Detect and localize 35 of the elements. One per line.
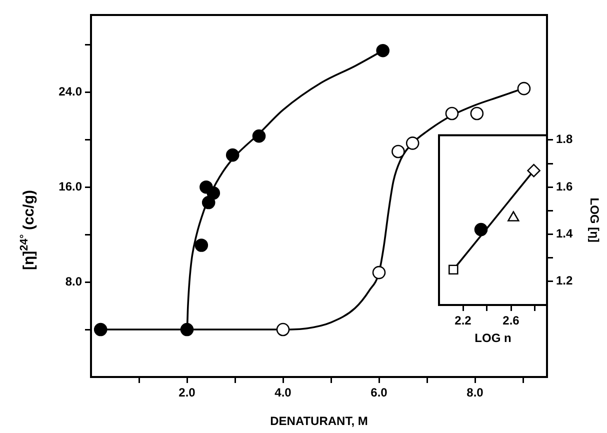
y2-tick-label: 1.4 xyxy=(556,226,574,241)
y2-tick-label: 1.2 xyxy=(556,274,574,288)
point xyxy=(194,238,208,252)
x-tick-label: 2.2 xyxy=(454,314,472,328)
x-tick-label: 2.0 xyxy=(178,386,196,400)
x-axis-title: DENATURANT, M xyxy=(270,414,368,428)
point xyxy=(392,144,405,158)
point xyxy=(376,44,390,58)
y-tick-label: 16.0 xyxy=(58,179,82,194)
point xyxy=(180,322,194,336)
x-axis-title: LOG n xyxy=(474,331,512,346)
point xyxy=(445,106,459,120)
point xyxy=(474,222,488,236)
point xyxy=(94,322,108,336)
point xyxy=(470,106,484,120)
point xyxy=(202,196,216,210)
x-tick-label: 6.0 xyxy=(370,386,388,400)
y-tick-label: 8.0 xyxy=(65,274,82,288)
y-tick-label: 24.0 xyxy=(58,84,82,98)
point xyxy=(406,136,420,150)
point xyxy=(508,211,520,222)
x-tick-label: 8.0 xyxy=(466,386,484,400)
x-tick-label: 2.6 xyxy=(502,314,520,328)
point xyxy=(527,164,540,178)
y2-tick-label: 1.8 xyxy=(556,132,574,146)
point xyxy=(372,266,386,280)
point xyxy=(517,82,531,96)
point xyxy=(252,129,266,143)
x-tick-label: 4.0 xyxy=(274,386,292,400)
point xyxy=(448,264,458,275)
point xyxy=(206,186,220,200)
y2-tick-label: 1.6 xyxy=(556,179,574,194)
point xyxy=(226,148,240,162)
point xyxy=(276,322,290,336)
y2-axis-title: LOG [η] xyxy=(587,198,602,242)
